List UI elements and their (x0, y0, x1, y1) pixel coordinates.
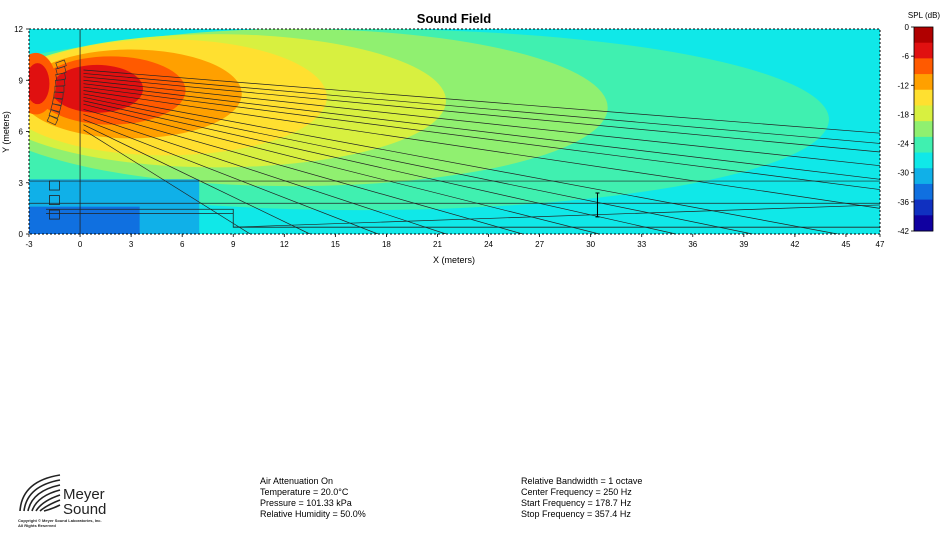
x-tick-label: 12 (280, 240, 289, 249)
logo-word-sound: Sound (63, 501, 107, 518)
meyer-sound-logo: Meyer Sound Copyright © Meyer Sound Labo… (18, 473, 128, 531)
y-axis: 0 3 6 9 12 (14, 25, 29, 239)
colorbar-tick-label: -42 (897, 227, 909, 236)
air-attenuation-status: Air Attenuation On (260, 476, 334, 486)
x-tick-label: 21 (433, 240, 442, 249)
ray-line (83, 90, 880, 209)
relative-bandwidth: Relative Bandwidth = 1 octave (521, 476, 643, 486)
colorbar-tick-label: -12 (897, 81, 909, 90)
x-tick-label: 30 (586, 240, 595, 249)
ray-line (83, 69, 880, 134)
x-tick-label: 36 (688, 240, 697, 249)
start-frequency: Start Frequency = 178.7 Hz (521, 498, 632, 508)
x-tick-label: -3 (25, 240, 33, 249)
line-array-cabinet (51, 97, 63, 106)
spl-region-9 (29, 63, 50, 105)
floor-line (46, 208, 880, 228)
colorbar-segment (914, 74, 933, 91)
ray-line (83, 86, 880, 190)
x-tick-label: 27 (535, 240, 544, 249)
colorbar-segment (914, 105, 933, 122)
logo-rights: All Rights Reserved (18, 523, 56, 528)
center-frequency: Center Frequency = 250 Hz (521, 487, 632, 497)
ray-line (83, 76, 880, 153)
line-array-cabinet (48, 109, 61, 119)
ray-line (83, 73, 880, 144)
x-tick-label: 0 (78, 240, 83, 249)
logo-waves-icon (19, 474, 61, 512)
ray-line (83, 124, 310, 234)
colorbar-frame (913, 26, 934, 232)
air-attenuation-info: Air Attenuation On Temperature = 20.0°C … (260, 476, 366, 520)
x-tick-label: 24 (484, 240, 493, 249)
ray-line (83, 79, 880, 167)
y-tick-label: 0 (19, 230, 24, 239)
x-tick-label: 6 (180, 240, 185, 249)
colorbar-segment (914, 136, 933, 154)
ray-line (83, 96, 753, 234)
subwoofer-cabinet (49, 195, 60, 205)
temperature-value: Temperature = 20.0°C (260, 487, 349, 497)
stop-frequency: Stop Frequency = 357.4 Hz (521, 509, 631, 519)
colorbar-segment (914, 152, 933, 169)
colorbar-tick-label: -24 (897, 140, 909, 149)
x-tick-label: 15 (331, 240, 340, 249)
x-axis-label: X (meters) (433, 255, 475, 265)
spl-low-region-1 (29, 206, 140, 234)
x-tick-label: 39 (739, 240, 748, 249)
colorbar-tick-label: -30 (897, 169, 909, 178)
y-tick-label: 12 (14, 25, 23, 34)
y-tick-label: 6 (19, 128, 24, 137)
frequency-info: Relative Bandwidth = 1 octave Center Fre… (521, 476, 642, 520)
colorbar-segment (914, 168, 933, 185)
ray-line (83, 114, 447, 234)
subwoofer-cabinet (49, 209, 60, 220)
line-array-cabinet (50, 103, 62, 113)
ray-line (83, 129, 251, 234)
logo-word-meyer: Meyer (63, 486, 105, 503)
y-tick-label: 9 (19, 76, 24, 85)
logo-copyright: Copyright © Meyer Sound Laboratories, In… (18, 518, 102, 523)
colorbar-segment (914, 121, 933, 138)
x-tick-label: 9 (231, 240, 236, 249)
ray-line (83, 108, 523, 234)
pressure-value: Pressure = 101.33 kPa (260, 498, 352, 508)
x-tick-label: 3 (129, 240, 134, 249)
x-tick-label: 45 (842, 240, 851, 249)
colorbar-segment (914, 27, 933, 44)
colorbar-segment (914, 89, 933, 106)
colorbar-tick-label: 0 (905, 23, 910, 32)
colorbar-tick-label: -6 (902, 52, 910, 61)
line-array-cabinet (46, 115, 59, 126)
plot-area (29, 29, 880, 234)
colorbar-title: SPL (dB) (908, 11, 940, 20)
humidity-value: Relative Humidity = 50.0% (260, 509, 366, 519)
x-tick-label: 18 (382, 240, 391, 249)
chart-title: Sound Field (417, 11, 491, 26)
x-tick-label: 42 (790, 240, 799, 249)
colorbar-ticks: 0 -6 -12 -18 -24 -30 -36 -42 (897, 23, 914, 236)
colorbar-segment (914, 42, 933, 59)
x-axis: -3 0 3 6 9 12 15 18 21 24 27 30 33 36 39 42 45 47 (25, 234, 885, 249)
colorbar-tick-label: -36 (897, 198, 909, 207)
colorbar-tick-label: -18 (897, 110, 909, 119)
colorbar-segment (914, 183, 933, 201)
ray-line (83, 100, 676, 234)
colorbar (913, 26, 934, 232)
subwoofer-cabinet (49, 180, 60, 191)
speaker-array (46, 59, 67, 220)
ray-line (83, 83, 880, 180)
x-tick-label: 33 (637, 240, 646, 249)
x-tick-label: 47 (876, 240, 885, 249)
colorbar-segment (914, 58, 933, 75)
audience-plane (233, 204, 880, 228)
y-tick-label: 3 (19, 179, 24, 188)
ray-line (83, 103, 600, 234)
ray-overlay (29, 29, 880, 234)
y-axis-label: Y (meters) (1, 111, 11, 153)
colorbar-segment (914, 199, 933, 216)
colorbar-segment (914, 215, 933, 232)
ray-line (83, 119, 379, 234)
